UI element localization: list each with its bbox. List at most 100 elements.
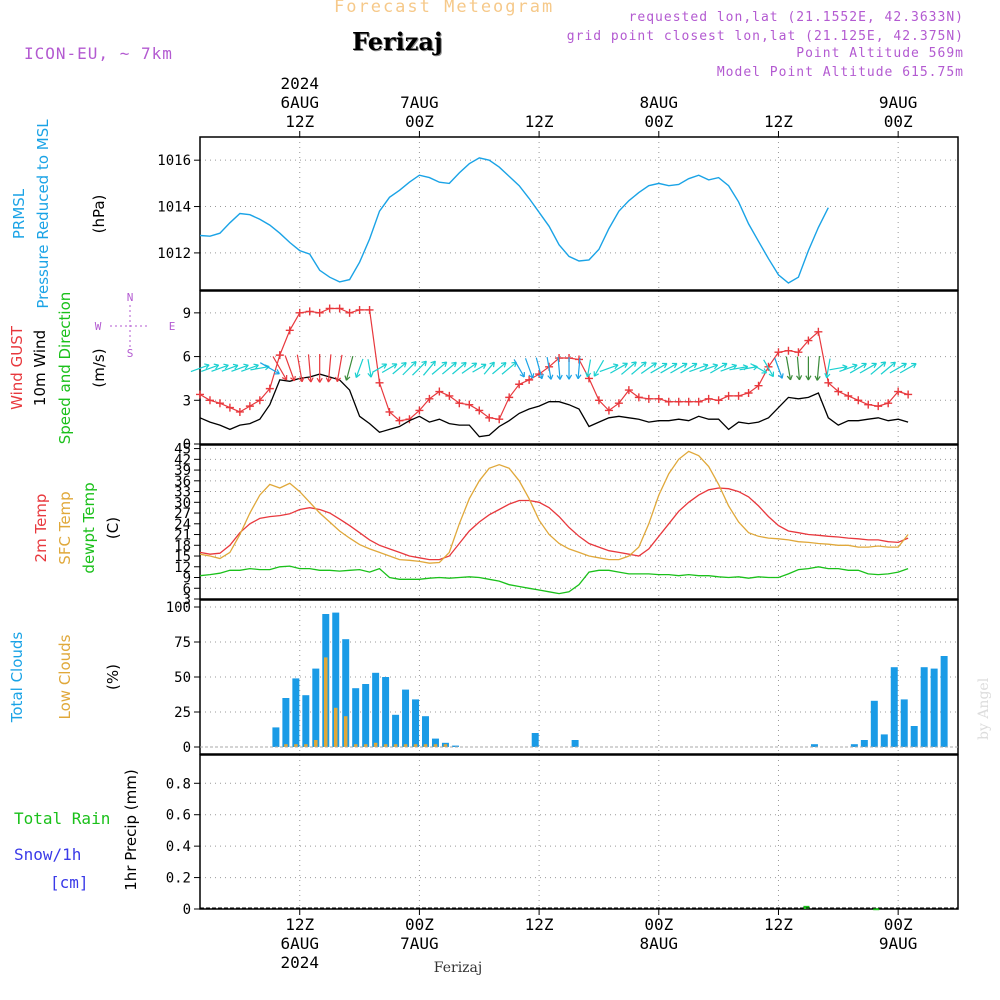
temperature-ytick-label: 18 bbox=[174, 538, 191, 554]
station-title: Ferizaj bbox=[352, 27, 443, 56]
cloud-ylabel: Total Clouds Low Clouds (%) bbox=[8, 632, 122, 724]
wind-arrow bbox=[501, 361, 517, 375]
clouds-ytick-label: 100 bbox=[166, 600, 191, 616]
gust-marker bbox=[714, 396, 723, 405]
total-cloud-bar bbox=[940, 656, 948, 747]
wind-arrowhead bbox=[500, 361, 507, 368]
gust-marker bbox=[205, 396, 214, 405]
gust-marker bbox=[355, 305, 364, 314]
gust-marker bbox=[495, 415, 504, 424]
wind-arrowhead bbox=[325, 377, 332, 383]
wind-arrow bbox=[729, 366, 748, 371]
wind-arrowhead bbox=[344, 375, 351, 381]
clouds-ytick-label: 0 bbox=[183, 740, 191, 756]
time-label-bottom: 12Z bbox=[764, 915, 793, 934]
compass-e: E bbox=[169, 320, 176, 333]
wind-arrowhead bbox=[671, 362, 678, 369]
wind-arrow bbox=[190, 364, 210, 373]
wind-arrowhead bbox=[204, 363, 210, 370]
wind-arrow bbox=[739, 366, 758, 371]
pressure-ytick-label: 1014 bbox=[157, 200, 191, 216]
wind-arrow bbox=[211, 364, 229, 372]
wind-arrowhead bbox=[411, 360, 417, 367]
gust-marker bbox=[894, 387, 903, 396]
wind-arrow bbox=[670, 362, 688, 374]
wind-arrow bbox=[402, 361, 417, 376]
wind-arrowhead bbox=[421, 360, 427, 367]
time-label-bottom: 12Z bbox=[285, 915, 314, 934]
wind-arrow bbox=[859, 362, 877, 374]
gust-marker bbox=[485, 413, 494, 422]
gust-marker bbox=[445, 391, 454, 400]
wind-arrowhead bbox=[430, 360, 436, 367]
total-cloud-bar bbox=[431, 738, 439, 747]
time-label-top: 7AUG bbox=[400, 93, 439, 112]
time-label-bottom: 2024 bbox=[280, 953, 319, 972]
temp-ylabel-part: dewpt Temp bbox=[80, 482, 98, 573]
pressure-panel: 1012 1014 1016 bbox=[157, 136, 959, 291]
low-cloud-bar bbox=[353, 744, 358, 747]
gust-marker bbox=[196, 390, 204, 399]
temp-ylabel-part: 2m Temp bbox=[32, 494, 50, 563]
temperature-ytick-label: 27 bbox=[174, 506, 191, 522]
gust-marker bbox=[654, 394, 663, 403]
precip-frame bbox=[199, 754, 959, 910]
total-cloud-bar bbox=[910, 726, 918, 747]
wind-arrow bbox=[250, 365, 270, 371]
precip-cm-label: [cm] bbox=[50, 873, 89, 892]
grid-point-coordinates: grid point closest lon,lat (21.125E, 42.… bbox=[566, 29, 964, 44]
wind-arrowhead bbox=[911, 362, 917, 369]
wind-arrow bbox=[441, 361, 457, 375]
wind-arrow bbox=[513, 359, 525, 378]
wind-arrow bbox=[284, 355, 295, 382]
time-label-bottom: 12Z bbox=[525, 915, 554, 934]
wind-arrow bbox=[650, 363, 668, 374]
gust-marker bbox=[435, 387, 444, 396]
wind-arrowhead bbox=[480, 363, 487, 370]
gust-marker bbox=[884, 399, 893, 408]
time-label-top: 12Z bbox=[764, 112, 793, 131]
precip-ytick-label: 0 bbox=[183, 902, 191, 918]
wind-arrowhead bbox=[901, 362, 907, 369]
gust-marker bbox=[285, 326, 294, 335]
wind-arrow bbox=[546, 356, 552, 380]
wind-arrowhead bbox=[391, 363, 398, 369]
wind-arrow bbox=[829, 366, 848, 371]
total-cloud-bar bbox=[880, 734, 888, 747]
low-cloud-bar bbox=[294, 744, 298, 747]
gust-marker bbox=[255, 396, 264, 405]
wind-arrowhead bbox=[651, 362, 657, 368]
time-label-bottom: 00Z bbox=[884, 915, 913, 934]
wind-arrow bbox=[880, 361, 896, 375]
total-cloud-bar bbox=[342, 639, 350, 747]
wind-arrow bbox=[492, 362, 507, 375]
time-label-top: 12Z bbox=[285, 112, 314, 131]
low-cloud-bar bbox=[433, 744, 438, 747]
gust-marker bbox=[874, 402, 883, 411]
low-cloud-bar bbox=[443, 744, 448, 747]
gust-marker bbox=[525, 375, 534, 384]
temp-ylabel: 2m Temp SFC Temp dewpt Temp (C) bbox=[32, 482, 122, 573]
wind-arrowhead bbox=[316, 377, 323, 383]
rain-bar bbox=[803, 905, 810, 909]
wind-ytick-label: 3 bbox=[183, 393, 191, 409]
wind-arrowhead bbox=[641, 361, 647, 368]
wind-arrowhead bbox=[298, 376, 305, 383]
wind-arrowhead bbox=[528, 373, 535, 379]
wind-arrow bbox=[720, 364, 737, 372]
total-cloud-bar bbox=[382, 677, 390, 747]
precip-panel: 0 0.2 0.4 0.6 0.8 bbox=[166, 754, 959, 918]
gust-marker bbox=[385, 407, 394, 416]
wind-arrowhead bbox=[354, 372, 361, 378]
total-cloud-bar bbox=[571, 740, 579, 747]
gust-marker bbox=[764, 362, 773, 371]
gust-marker bbox=[804, 336, 813, 345]
clouds-ytick-label: 75 bbox=[174, 635, 191, 651]
wind-arrowhead bbox=[547, 374, 554, 380]
total-cloud-bar bbox=[900, 699, 908, 747]
wind-arrowhead bbox=[805, 375, 812, 381]
gust-marker bbox=[295, 308, 304, 317]
pressure-ytick-label: 1016 bbox=[157, 153, 191, 169]
gust-marker bbox=[634, 393, 643, 402]
